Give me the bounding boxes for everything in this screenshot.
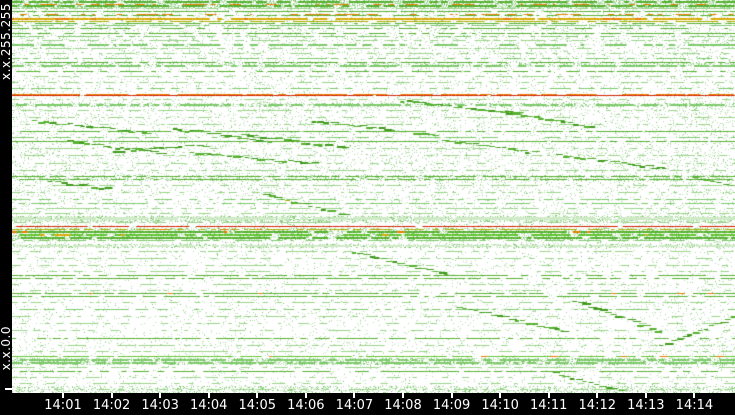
x-tick-label: 14:03: [141, 398, 179, 413]
x-tick-mark: [353, 393, 356, 398]
x-tick-label: 14:09: [432, 398, 471, 413]
x-tick-label: 14:06: [287, 398, 325, 413]
x-tick-label: 14:02: [92, 398, 131, 413]
x-tick-mark: [110, 393, 113, 398]
x-tick-mark: [644, 393, 647, 398]
y-axis-top-label: x.x.255.255: [0, 3, 13, 80]
x-tick-mark: [207, 393, 210, 398]
x-tick-label: 14:04: [189, 398, 228, 413]
x-tick-label: 14:10: [481, 398, 519, 413]
y-axis-bottom-label: x.x.0.0: [0, 325, 13, 370]
x-tick-mark: [304, 393, 307, 398]
x-tick-mark: [450, 393, 453, 398]
x-axis-bar: 14:01 14:02 14:03 14:04 14:05 14:06 14:07 14:08…: [0, 393, 735, 415]
x-tick-mark: [159, 393, 162, 398]
x-tick-mark: [499, 393, 502, 398]
y-axis-bar: x.x.255.255 x.x.0.0: [0, 0, 13, 393]
scatter-canvas: [12, 0, 735, 393]
x-tick-label: 14:01: [44, 398, 82, 413]
x-tick-label: 14:05: [238, 398, 276, 413]
x-tick-mark: [693, 393, 696, 398]
x-tick-label: 14:13: [627, 398, 665, 413]
x-tick-mark: [62, 393, 64, 398]
x-tick-mark: [256, 393, 259, 398]
x-tick-label: 14:12: [578, 398, 616, 413]
plot-area: [12, 0, 735, 393]
y-axis-bottom-tick: [5, 388, 12, 390]
x-tick-label: 14:08: [384, 398, 422, 413]
x-tick-mark: [401, 393, 404, 398]
x-tick-mark: [596, 393, 599, 398]
x-tick-label: 14:07: [335, 398, 374, 413]
x-tick-mark: [547, 393, 550, 398]
x-tick-label: 14:14: [675, 398, 714, 413]
x-tick-label: 14:11: [529, 398, 568, 413]
